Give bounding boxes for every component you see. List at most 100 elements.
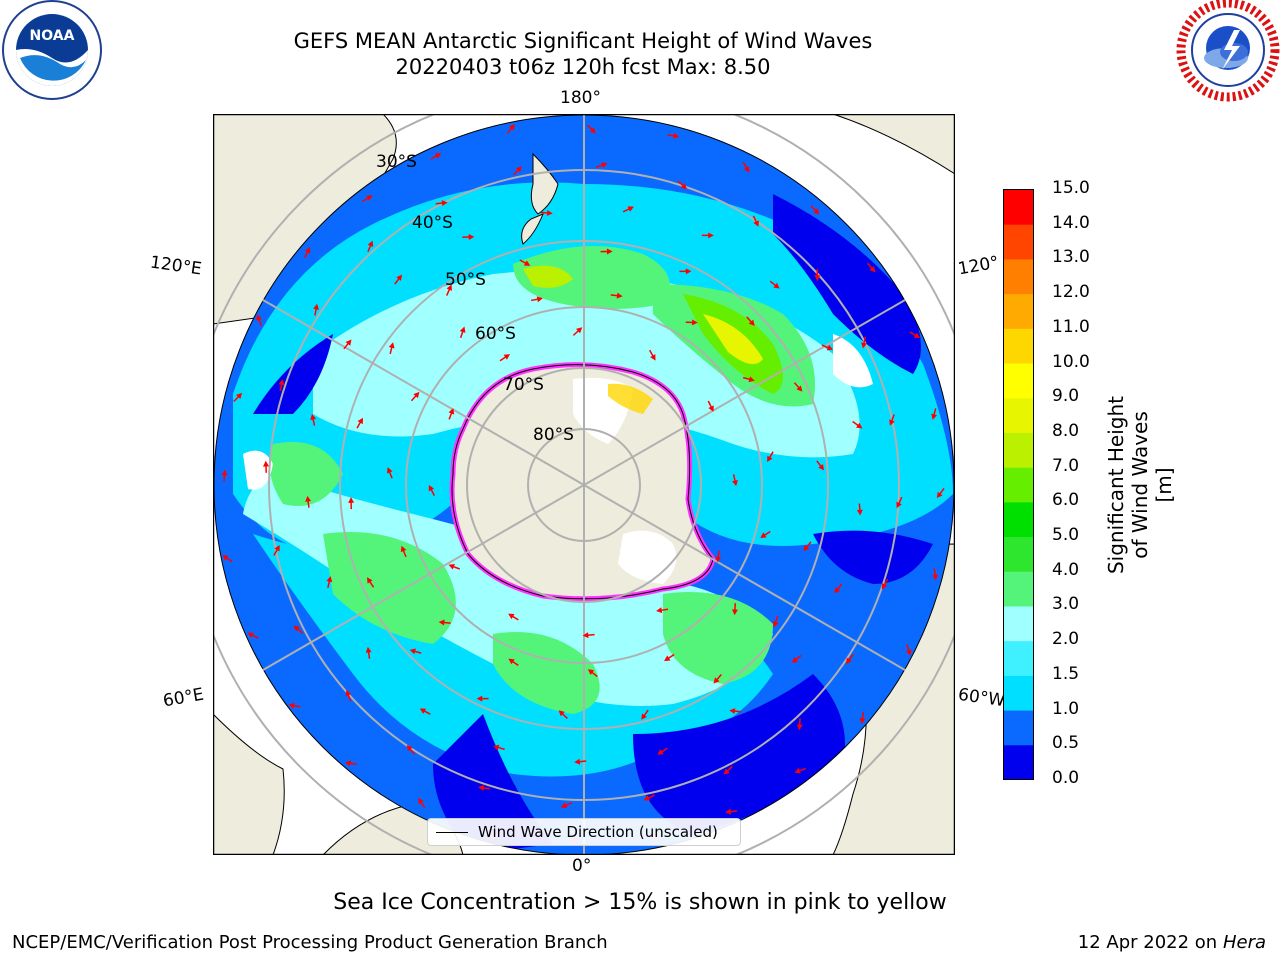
wind-arrow-head — [896, 501, 902, 509]
wind-arrow-head — [731, 609, 738, 616]
lon-label-180: 180° — [560, 88, 601, 108]
wind-arrow-head — [881, 583, 888, 590]
polar-map — [213, 114, 955, 855]
wind-arrow-head — [748, 319, 755, 326]
wind-arrow-head — [304, 247, 311, 254]
wind-arrow-head — [813, 208, 820, 215]
colorbar-cell — [1003, 710, 1034, 746]
colorbar-tick-label: 11.0 — [1052, 316, 1090, 337]
colorbar-cell — [1003, 189, 1034, 225]
wind-arrow-head — [345, 339, 352, 346]
wind-arrow-head — [664, 655, 671, 662]
wind-arrow-head — [357, 417, 363, 425]
wind-arrow-head — [732, 479, 738, 487]
wind-arrow-head — [796, 724, 803, 731]
wind-arrow-head — [753, 220, 759, 227]
wind-arrow-head — [796, 385, 803, 392]
map-frame — [213, 114, 955, 855]
sea-ice-note: Sea Ice Concentration > 15% is shown in … — [333, 890, 947, 915]
lon-label-120w: 120° — [956, 252, 1001, 280]
wind-arrow-head — [657, 749, 664, 755]
wind-arrow-head — [905, 649, 912, 656]
wind-arrow-head — [814, 275, 821, 281]
wind-arrow-head — [931, 413, 938, 420]
colorbar-cell — [1003, 675, 1034, 711]
wind-arrow-head — [748, 376, 755, 383]
wind-arrow-head — [656, 607, 663, 614]
wind-arrow-head — [288, 702, 295, 709]
wind-arrow-head — [729, 708, 736, 715]
wind-arrow-head — [313, 303, 320, 310]
wind-arrow-head — [767, 455, 773, 463]
wind-arrow-head — [409, 648, 416, 655]
wind-arrow-head — [468, 234, 475, 240]
wind-arrow-head — [256, 314, 262, 321]
wind-arrow-head — [845, 657, 852, 665]
footer-host: Hera — [1222, 932, 1266, 953]
colorbar-cell — [1003, 571, 1034, 607]
footer-credit: NCEP/EMC/Verification Post Processing Pr… — [12, 932, 608, 953]
wind-arrow-head — [582, 632, 589, 639]
footer-date-text: 12 Apr 2022 on — [1077, 932, 1223, 953]
wind-arrow-head — [493, 744, 500, 751]
wind-arrow-head — [791, 657, 798, 663]
colorbar-tick-label: 2.0 — [1052, 629, 1080, 650]
colorbar — [1003, 189, 1034, 780]
wind-arrow-head — [723, 768, 730, 775]
wind-arrow-head — [262, 460, 269, 467]
wind-arrow-head — [889, 419, 895, 426]
weddell-ice-shelf — [618, 530, 677, 584]
wind-arrow-head — [913, 332, 921, 339]
wind-arrow-head — [478, 784, 485, 791]
colorbar-cell — [1003, 536, 1034, 572]
wind-arrow-head — [558, 710, 565, 717]
wind-arrow-head — [826, 344, 834, 351]
colorbar-tick-label: 9.0 — [1052, 386, 1080, 407]
colorbar-tick-label: 14.0 — [1052, 212, 1090, 233]
wind-arrow-head — [869, 266, 876, 273]
wind-arrow-head — [221, 469, 228, 476]
wind-arrow-head — [459, 326, 466, 333]
wind-arrow-head — [441, 200, 448, 207]
colorbar-cell — [1003, 605, 1034, 642]
legend-label: Wind Wave Direction (unscaled) — [478, 823, 718, 841]
wind-arrow-head — [413, 391, 420, 399]
wind-arrow-head — [418, 797, 424, 805]
wind-arrow-head — [448, 408, 455, 415]
wind-arrow-head — [344, 760, 352, 767]
sea-ice-patch — [243, 450, 273, 490]
lon-label-120e: 120°E — [148, 252, 203, 280]
new-zealand-land — [530, 152, 559, 215]
colorbar-cell — [1003, 744, 1034, 780]
wind-arrow-head — [326, 576, 333, 583]
wind-arrow-head — [438, 619, 445, 626]
sea-ice-patch — [833, 334, 873, 388]
noaa-logo-icon: NOAA — [2, 0, 102, 100]
lat-label-40s: 40°S — [412, 213, 453, 233]
wind-arrow-head — [367, 240, 374, 248]
wind-arrow-head — [932, 574, 939, 581]
wind-arrow-head — [861, 342, 867, 349]
wind-arrow-head — [348, 497, 355, 503]
wind-arrow-head — [515, 166, 522, 173]
wind-arrow-head — [641, 713, 647, 720]
wind-arrow-head — [448, 563, 455, 570]
wind-arrow-head — [936, 491, 943, 499]
wind-arrow-head — [508, 613, 515, 620]
colorbar-cell — [1003, 328, 1034, 364]
wind-arrow-head — [606, 248, 613, 255]
wind-arrow-head — [293, 625, 300, 632]
wind-arrow-head — [236, 392, 243, 400]
wind-arrow-head — [856, 509, 863, 516]
wind-arrow-head — [278, 379, 285, 386]
wind-arrow-head — [419, 708, 427, 714]
colorbar-tick-label: 6.0 — [1052, 490, 1080, 511]
colorbar-tick-label: 10.0 — [1052, 351, 1090, 372]
wind-arrow-head — [523, 260, 531, 266]
legend-line-icon — [436, 832, 468, 833]
wind-arrow-head — [680, 183, 688, 190]
wind-arrow-head — [587, 669, 595, 676]
colorbar-tick-label: 5.0 — [1052, 525, 1080, 546]
wind-arrow-head — [859, 718, 866, 725]
lon-label-0: 0° — [572, 856, 592, 876]
